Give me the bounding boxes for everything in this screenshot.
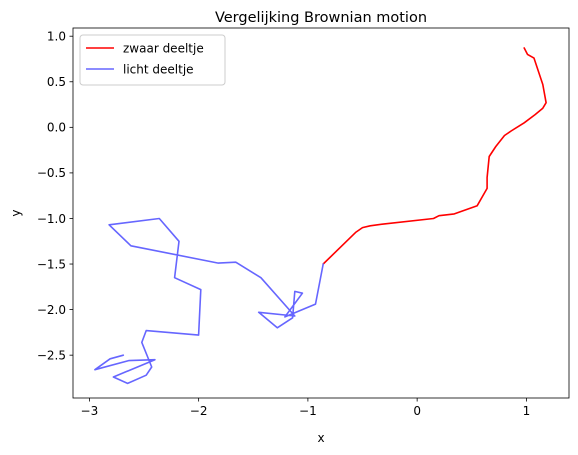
y-tick-label: −1.0 <box>37 212 66 226</box>
legend: zwaar deeltje licht deeltje <box>79 34 226 86</box>
y-axis-label: y <box>9 209 23 216</box>
legend-box <box>79 34 226 86</box>
y-tick-label: 0.0 <box>47 121 66 135</box>
y-tick-label: 1.0 <box>47 30 66 44</box>
y-tick-label: −1.5 <box>37 257 66 271</box>
y-axis: 1.0 0.5 0.0 −0.5 −1.0 −1.5 −2.0 −2.5 <box>37 30 73 362</box>
legend-label: licht deeltje <box>123 62 194 76</box>
x-tick-label: 0 <box>413 404 421 418</box>
x-tick-label: −2 <box>190 404 208 418</box>
y-tick-label: 0.5 <box>47 75 66 89</box>
x-tick-label: −1 <box>299 404 317 418</box>
x-tick-label: 1 <box>523 404 531 418</box>
y-tick-label: −2.0 <box>37 303 66 317</box>
series-line-licht <box>94 217 325 385</box>
x-axis: −3 −2 −1 0 1 <box>81 398 531 418</box>
chart-title: Vergelijking Brownian motion <box>215 10 427 26</box>
y-tick-label: −2.5 <box>37 348 66 362</box>
series-line-zwaar <box>322 47 547 265</box>
x-tick-label: −3 <box>81 404 99 418</box>
legend-label: zwaar deeltje <box>123 41 204 55</box>
series-layer <box>94 47 547 385</box>
plot-frame <box>72 27 570 399</box>
y-tick-label: −0.5 <box>37 166 66 180</box>
x-axis-label: x <box>317 431 324 445</box>
